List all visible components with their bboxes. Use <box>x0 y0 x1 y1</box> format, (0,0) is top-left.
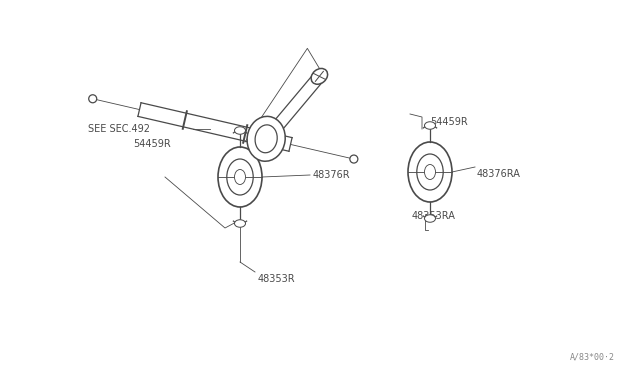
Text: SEE SEC.492: SEE SEC.492 <box>88 124 150 134</box>
Text: 48353RA: 48353RA <box>412 211 456 221</box>
Circle shape <box>89 95 97 103</box>
Ellipse shape <box>218 147 262 207</box>
Ellipse shape <box>424 122 435 129</box>
Ellipse shape <box>247 116 285 161</box>
Text: 54459R: 54459R <box>430 117 468 127</box>
Ellipse shape <box>234 127 246 134</box>
Text: 48353R: 48353R <box>258 274 296 284</box>
Ellipse shape <box>424 164 435 180</box>
Ellipse shape <box>255 125 277 153</box>
Text: 48376R: 48376R <box>313 170 351 180</box>
Ellipse shape <box>424 215 435 222</box>
Circle shape <box>350 155 358 163</box>
Text: 48376RA: 48376RA <box>477 169 521 179</box>
Text: A/83*00·2: A/83*00·2 <box>570 353 615 362</box>
Ellipse shape <box>234 170 246 185</box>
Ellipse shape <box>408 142 452 202</box>
Ellipse shape <box>227 159 253 195</box>
Text: 54459R: 54459R <box>133 139 171 149</box>
Ellipse shape <box>417 154 444 190</box>
Ellipse shape <box>234 220 246 227</box>
Ellipse shape <box>311 68 328 84</box>
